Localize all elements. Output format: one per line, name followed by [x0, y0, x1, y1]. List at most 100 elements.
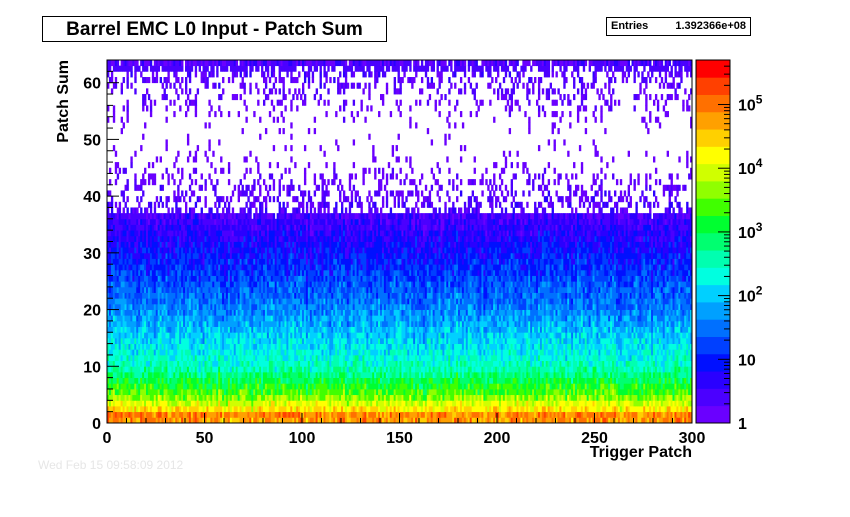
heatmap-cell — [153, 360, 157, 367]
heatmap-cell — [385, 337, 389, 344]
heatmap-cell — [157, 354, 161, 362]
heatmap-cell — [686, 349, 689, 356]
heatmap-cell — [420, 417, 424, 424]
heatmap-cell — [446, 400, 449, 407]
heatmap-cell — [403, 349, 406, 356]
heatmap-cell — [666, 343, 669, 350]
heatmap-cell — [598, 343, 601, 350]
heatmap-cell — [181, 411, 184, 418]
heatmap-cell — [303, 332, 307, 339]
heatmap-cell — [678, 411, 681, 418]
heatmap-cell — [575, 371, 578, 379]
heatmap-cell — [381, 371, 385, 379]
heatmap-cell — [625, 371, 629, 379]
heatmap-cell — [448, 417, 451, 424]
heatmap-cell — [440, 332, 443, 339]
heatmap-cell — [495, 349, 498, 356]
heatmap-cell — [323, 366, 326, 373]
heatmap-cell — [280, 332, 283, 339]
heatmap-cell — [323, 388, 326, 396]
heatmap-cell — [629, 354, 632, 362]
heatmap-cell — [249, 388, 252, 396]
heatmap-cell — [257, 360, 260, 367]
heatmap-cell — [268, 343, 272, 350]
heatmap-cell — [487, 343, 490, 350]
heatmap-cell — [177, 394, 180, 401]
heatmap-cell — [380, 366, 383, 373]
heatmap-cell — [229, 371, 233, 379]
heatmap-cell — [147, 405, 151, 413]
heatmap-cell — [615, 343, 619, 350]
heatmap-cell — [224, 383, 227, 390]
heatmap-cell — [198, 366, 201, 373]
heatmap-cell — [676, 377, 679, 384]
heatmap-cell — [549, 366, 552, 373]
heatmap-cell — [381, 411, 385, 418]
heatmap-cell — [243, 337, 246, 344]
heatmap-cell — [401, 343, 404, 350]
heatmap-cell — [619, 383, 623, 390]
heatmap-cell — [506, 383, 510, 390]
heatmap-cell — [341, 400, 344, 407]
heatmap-cell — [370, 337, 373, 344]
heatmap-cell — [163, 337, 166, 344]
heatmap-cell — [313, 349, 317, 356]
heatmap-cell — [424, 383, 428, 390]
heatmap-cell — [575, 366, 578, 373]
heatmap-cell — [372, 360, 375, 367]
heatmap-cell — [491, 343, 494, 350]
heatmap-cell — [108, 405, 112, 413]
heatmap-cell — [383, 366, 387, 373]
heatmap-cell — [372, 411, 375, 418]
heatmap-cell — [469, 388, 473, 396]
heatmap-cell — [485, 394, 488, 401]
heatmap-cell — [635, 377, 638, 384]
heatmap-cell — [504, 377, 508, 384]
heatmap-cell — [563, 388, 566, 396]
heatmap-cell — [126, 383, 129, 390]
heatmap-cell — [588, 388, 591, 396]
heatmap-cell — [528, 383, 531, 390]
heatmap-cell — [378, 332, 381, 339]
heatmap-cell — [378, 337, 381, 344]
heatmap-cell — [257, 332, 260, 339]
heatmap-cell — [337, 411, 340, 418]
heatmap-cell — [417, 377, 420, 384]
heatmap-cell — [372, 343, 375, 350]
heatmap-cell — [563, 354, 566, 362]
heatmap-cell — [422, 394, 426, 401]
heatmap-cell — [192, 411, 196, 418]
heatmap-cell — [257, 349, 260, 356]
heatmap-cell — [596, 371, 599, 379]
heatmap-cell — [352, 411, 356, 418]
heatmap-cell — [475, 400, 478, 407]
heatmap-cell — [395, 371, 398, 379]
heatmap-cell — [327, 417, 330, 424]
heatmap-cell — [428, 366, 432, 373]
heatmap-cell — [214, 417, 217, 424]
heatmap-cell — [360, 326, 363, 333]
heatmap-cell — [122, 400, 125, 407]
heatmap-cell — [459, 360, 463, 367]
heatmap-cell — [227, 366, 231, 373]
heatmap-cell — [335, 394, 338, 401]
heatmap-cell — [173, 400, 176, 407]
heatmap-cell — [539, 354, 543, 362]
heatmap-cell — [686, 337, 689, 344]
heatmap-cell — [218, 383, 221, 390]
heatmap-cell — [302, 360, 305, 367]
heatmap-cell — [419, 417, 422, 424]
heatmap-cell — [233, 394, 237, 401]
heatmap-cell — [407, 400, 410, 407]
heatmap-cell — [194, 360, 198, 367]
heatmap-cell — [188, 354, 192, 362]
heatmap-cell — [670, 343, 673, 350]
heatmap-cell — [518, 360, 521, 367]
heatmap-cell — [140, 371, 143, 379]
heatmap-cell — [208, 394, 211, 401]
heatmap-cell — [218, 394, 221, 401]
heatmap-cell — [559, 400, 562, 407]
heatmap-cell — [157, 366, 161, 373]
heatmap-cell — [547, 360, 551, 367]
